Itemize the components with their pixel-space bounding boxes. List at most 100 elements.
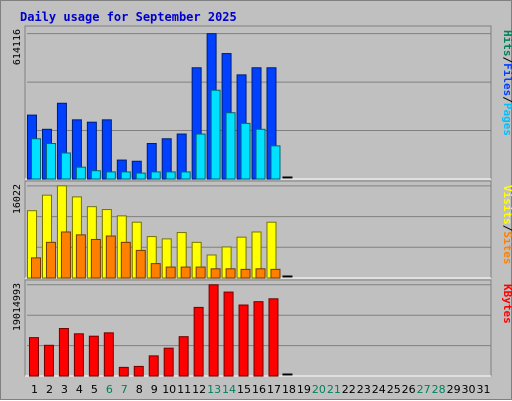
kbytes-bar	[73, 333, 84, 377]
files-bar	[60, 152, 71, 180]
x-tick-label: 23	[357, 383, 371, 396]
kbytes-bar	[103, 332, 114, 377]
sites-bar	[240, 268, 251, 279]
sites-bar	[135, 249, 146, 279]
kbytes-bar	[58, 328, 69, 377]
x-tick-label: 19	[297, 383, 311, 396]
x-tick-label: 28	[432, 383, 446, 396]
kbytes-bar	[268, 298, 279, 377]
sites-bar	[165, 266, 176, 279]
x-tick-label: 5	[91, 383, 98, 396]
x-tick-label: 18	[282, 383, 296, 396]
files-bar	[75, 166, 86, 180]
x-tick-label: 26	[402, 383, 416, 396]
sites-bar	[105, 235, 116, 279]
x-tick-label: 12	[192, 383, 206, 396]
files-bar	[270, 145, 281, 180]
files-bar	[105, 171, 116, 180]
sites-bar	[45, 241, 56, 279]
sites-bar	[60, 231, 71, 279]
visits-sites-panel: 16022 Visits/Sites	[12, 180, 512, 279]
legend-entry: Hits	[501, 30, 512, 57]
x-tick-label: 17	[267, 383, 281, 396]
sites-bar	[150, 263, 161, 279]
x-tick-label: 29	[447, 383, 461, 396]
kbytes-bar	[163, 347, 174, 377]
legend-entry: Files	[501, 63, 512, 96]
sites-bar	[225, 268, 236, 279]
kbytes-bar	[133, 365, 144, 377]
files-bar	[210, 89, 221, 180]
kbytes-ymax-label: 19014993	[12, 283, 23, 331]
kbytes-legend: KBytes	[501, 284, 512, 324]
files-bar	[240, 122, 251, 180]
kbytes-bar	[88, 335, 99, 377]
kbytes-bar	[43, 344, 54, 377]
files-bar	[165, 171, 176, 180]
sites-bar	[210, 268, 221, 279]
sites-bar	[90, 238, 101, 279]
files-bar	[120, 171, 131, 180]
visits-sites-legend: Visits/Sites	[501, 185, 512, 265]
x-tick-label: 7	[121, 383, 128, 396]
kbytes-panel: 19014993 KBytes	[12, 279, 512, 377]
x-tick-label: 24	[372, 383, 386, 396]
x-tick-label: 27	[417, 383, 431, 396]
files-bar	[195, 133, 206, 180]
files-bar	[31, 138, 41, 180]
legend-entry: /	[501, 57, 512, 64]
sites-bar	[31, 257, 41, 279]
kbytes-bar	[238, 304, 249, 377]
sites-bar	[180, 266, 191, 279]
x-tick-label: 10	[162, 383, 176, 396]
x-tick-label: 3	[61, 383, 68, 396]
kbytes-bar	[253, 301, 264, 377]
kbytes-bar	[28, 337, 39, 377]
hits-files-pages-ymax-label: 614116	[12, 29, 23, 65]
x-tick-label: 21	[327, 383, 341, 396]
chart-title: Daily usage for September 2025	[20, 10, 237, 24]
sites-bar	[270, 268, 281, 279]
legend-entry: KBytes	[501, 284, 512, 324]
x-tick-label: 20	[312, 383, 326, 396]
x-tick-label: 2	[46, 383, 53, 396]
files-bar	[90, 170, 101, 180]
x-tick-label: 8	[136, 383, 143, 396]
x-tick-label: 9	[151, 383, 158, 396]
x-tick-label: 15	[237, 383, 251, 396]
files-bar	[255, 128, 266, 180]
x-tick-label: 6	[106, 383, 113, 396]
kbytes-bar	[118, 366, 129, 377]
x-tick-label: 31	[477, 383, 491, 396]
files-bar	[45, 143, 56, 180]
kbytes-bar	[148, 355, 159, 377]
files-bar	[180, 171, 191, 180]
x-tick-label: 13	[207, 383, 221, 396]
legend-entry: /	[501, 96, 512, 103]
files-bar	[225, 112, 236, 180]
panels-group: 614116Hits/Files/Pages16022Visits/Sites1…	[12, 25, 512, 377]
files-bar	[150, 171, 161, 180]
x-tick-label: 11	[177, 383, 191, 396]
hits-bar	[101, 119, 112, 180]
files-bar	[135, 172, 146, 180]
x-tick-label: 4	[76, 383, 83, 396]
x-tick-labels: 1 2 3 4 5 6 7 8 9 10 11 12 13 14 15 16 17 18 19 20 21 22 23 24 2…	[31, 383, 491, 396]
x-tick-label: 30	[462, 383, 476, 396]
x-tick-label: 22	[342, 383, 356, 396]
legend-entry: /	[501, 225, 512, 232]
legend-entry: Pages	[501, 103, 512, 136]
kbytes-bar	[193, 306, 204, 377]
legend-entry: Sites	[501, 231, 512, 264]
x-tick-label: 14	[222, 383, 236, 396]
x-tick-label: 1	[31, 383, 38, 396]
sites-bar	[75, 234, 86, 279]
x-tick-label: 25	[387, 383, 401, 396]
visits-sites-ymax-label: 16022	[12, 184, 23, 214]
kbytes-bar	[223, 291, 234, 377]
hits-files-pages-legend: Hits/Files/Pages	[501, 30, 512, 136]
x-tick-label: 16	[252, 383, 266, 396]
